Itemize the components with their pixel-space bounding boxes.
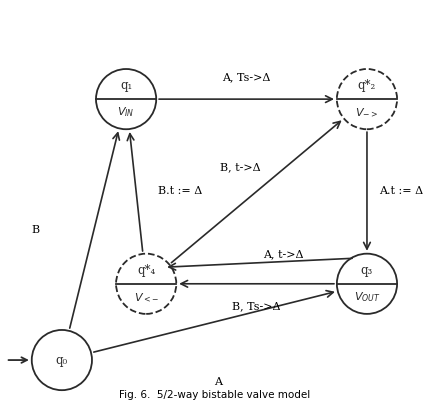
Text: A: A bbox=[215, 377, 222, 387]
Text: A, t->Δ: A, t->Δ bbox=[264, 249, 304, 260]
Text: q₃: q₃ bbox=[361, 264, 373, 277]
Text: q₁: q₁ bbox=[120, 79, 132, 92]
Text: B, t->Δ: B, t->Δ bbox=[220, 162, 261, 173]
Circle shape bbox=[337, 254, 397, 314]
Text: B: B bbox=[32, 225, 40, 234]
Circle shape bbox=[116, 254, 176, 314]
Text: q*₄: q*₄ bbox=[137, 264, 155, 277]
Circle shape bbox=[32, 330, 92, 390]
Text: q*₂: q*₂ bbox=[358, 79, 376, 92]
Text: Fig. 6.  5/2-way bistable valve model: Fig. 6. 5/2-way bistable valve model bbox=[119, 390, 310, 400]
Text: $V_{IN}$: $V_{IN}$ bbox=[117, 105, 135, 119]
Circle shape bbox=[337, 69, 397, 129]
Text: B, Ts->Δ: B, Ts->Δ bbox=[232, 301, 281, 311]
Text: B.t := Δ: B.t := Δ bbox=[158, 186, 203, 197]
Text: $V_{->}$: $V_{->}$ bbox=[355, 106, 379, 119]
Text: A, Ts->Δ: A, Ts->Δ bbox=[222, 72, 271, 82]
Text: $V_{<-}$: $V_{<-}$ bbox=[134, 291, 159, 304]
Text: A.t := Δ: A.t := Δ bbox=[379, 186, 423, 197]
Circle shape bbox=[96, 69, 156, 129]
Text: q₀: q₀ bbox=[56, 354, 68, 367]
Text: $V_{OUT}$: $V_{OUT}$ bbox=[353, 290, 380, 304]
